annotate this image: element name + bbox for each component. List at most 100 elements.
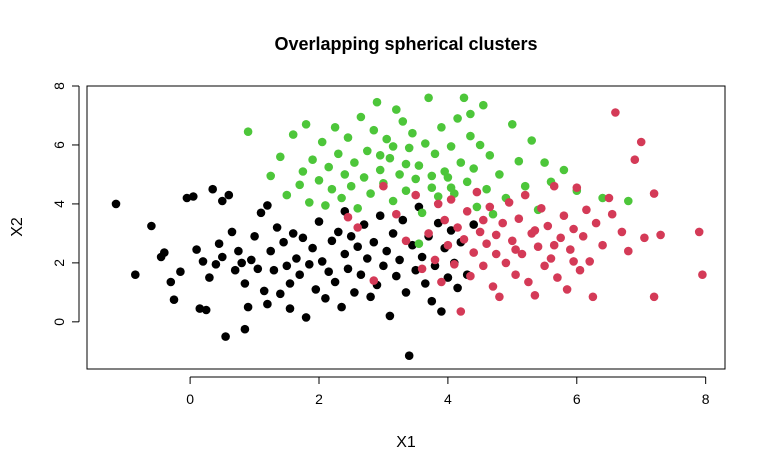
data-point-series-2 [398, 117, 408, 126]
x-tick-label: 6 [573, 391, 581, 407]
data-point-series-2 [462, 177, 472, 187]
data-point-series-1 [330, 277, 340, 287]
data-point-series-3 [479, 261, 488, 271]
data-point-series-1 [240, 279, 250, 288]
data-point-series-3 [501, 258, 511, 268]
data-point-series-1 [430, 261, 440, 271]
data-point-series-2 [475, 140, 485, 150]
data-point-series-3 [443, 240, 453, 250]
data-point-series-3 [520, 190, 530, 200]
data-point-series-2 [363, 146, 372, 156]
data-point-series-2 [388, 196, 398, 206]
data-point-series-2 [375, 165, 385, 175]
data-point-series-3 [417, 264, 427, 274]
data-point-series-1 [314, 217, 324, 226]
data-point-series-1 [111, 199, 121, 209]
data-point-series-1 [392, 271, 401, 281]
data-point-series-3 [514, 214, 524, 223]
data-point-series-3 [553, 273, 562, 282]
data-point-series-1 [379, 261, 388, 271]
data-point-series-2 [424, 93, 433, 103]
data-point-series-1 [198, 257, 208, 266]
data-point-series-3 [575, 265, 585, 275]
data-point-series-1 [279, 237, 288, 247]
data-point-series-3 [353, 223, 363, 232]
data-point-series-1 [166, 277, 176, 287]
data-point-series-3 [437, 277, 446, 287]
data-point-series-1 [218, 252, 227, 262]
data-point-series-1 [224, 190, 234, 200]
data-point-series-1 [211, 260, 221, 269]
data-point-series-2 [417, 208, 427, 218]
data-point-series-3 [491, 230, 501, 240]
data-point-series-1 [356, 270, 366, 280]
data-point-series-3 [649, 292, 659, 302]
data-point-series-3 [656, 230, 665, 240]
data-point-series-1 [234, 246, 243, 256]
data-point-series-3 [475, 227, 485, 237]
data-point-series-2 [456, 158, 466, 167]
data-point-series-1 [253, 264, 263, 274]
data-point-series-1 [295, 270, 305, 280]
data-point-series-3 [424, 229, 433, 238]
data-point-series-3 [630, 155, 640, 164]
data-point-series-2 [385, 153, 395, 163]
data-point-series-3 [540, 261, 549, 271]
data-point-series-2 [334, 149, 343, 159]
data-point-series-3 [392, 209, 401, 219]
data-point-series-2 [375, 151, 385, 160]
data-point-series-3 [379, 181, 388, 191]
data-point-series-3 [549, 181, 559, 191]
data-point-series-3 [649, 189, 659, 198]
data-point-series-3 [472, 187, 482, 197]
data-point-series-1 [201, 305, 211, 315]
data-point-series-2 [430, 149, 440, 159]
data-point-series-3 [698, 270, 707, 280]
data-point-series-3 [504, 198, 514, 207]
data-point-series-1 [247, 255, 256, 265]
data-point-series-2 [305, 198, 314, 207]
data-point-series-1 [340, 249, 350, 259]
data-point-series-2 [437, 123, 446, 132]
data-point-series-1 [218, 196, 227, 206]
data-point-series-2 [343, 133, 353, 142]
data-point-series-2 [392, 105, 401, 114]
data-point-series-2 [514, 156, 524, 166]
data-point-series-2 [350, 158, 359, 167]
data-point-series-2 [276, 152, 285, 162]
data-point-series-3 [459, 235, 469, 244]
data-point-series-1 [263, 201, 272, 210]
data-point-series-2 [495, 170, 504, 179]
data-point-series-1 [192, 245, 201, 254]
data-point-series-2 [466, 131, 475, 141]
data-point-series-1 [317, 257, 327, 266]
y-axis-label: X2 [9, 217, 26, 237]
data-point-series-3 [556, 233, 565, 243]
data-point-series-2 [356, 112, 366, 122]
data-point-series-1 [382, 246, 392, 256]
data-point-series-3 [524, 277, 533, 287]
data-point-series-1 [350, 288, 359, 297]
data-point-series-1 [437, 307, 446, 316]
data-point-series-2 [411, 174, 421, 184]
data-point-series-3 [543, 221, 553, 231]
data-point-series-1 [421, 279, 430, 288]
plot-frame [86, 85, 726, 370]
data-point-series-3 [569, 257, 578, 266]
data-point-series-1 [259, 286, 269, 296]
data-point-series-1 [285, 304, 295, 313]
data-point-series-2 [453, 114, 462, 123]
data-point-series-2 [366, 189, 375, 198]
data-point-series-3 [511, 245, 520, 254]
data-point-series-1 [385, 311, 395, 321]
data-point-series-3 [466, 271, 475, 281]
data-point-series-3 [453, 223, 462, 232]
data-point-series-3 [572, 183, 582, 192]
data-point-series-3 [533, 242, 543, 251]
data-point-series-1 [346, 232, 356, 241]
data-point-series-1 [305, 260, 314, 269]
data-point-series-1 [401, 288, 411, 297]
data-point-series-1 [189, 192, 198, 201]
data-point-series-3 [456, 307, 466, 316]
